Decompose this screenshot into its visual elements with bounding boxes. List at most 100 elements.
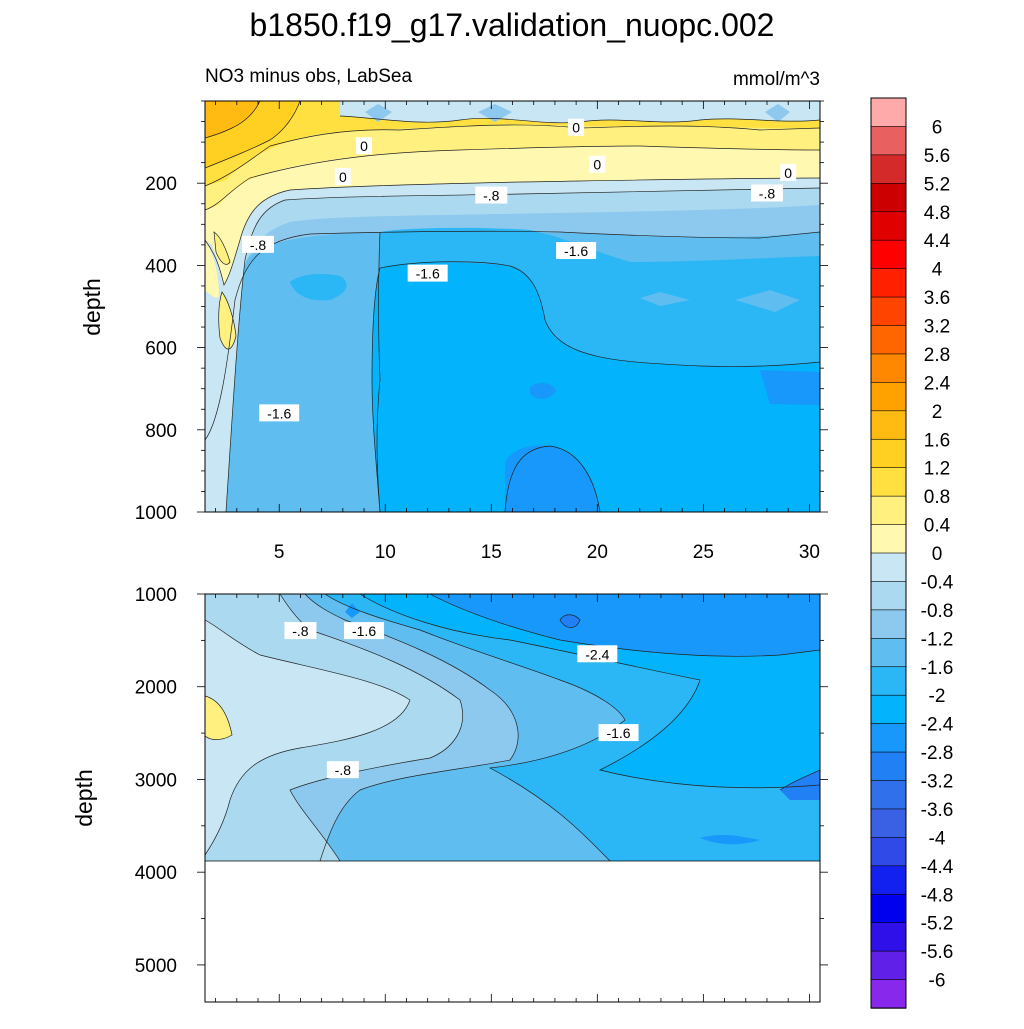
upper-contour-label-bg [242, 235, 275, 253]
colorbar-label: -4.4 [921, 857, 954, 878]
level-fill [478, 104, 512, 122]
lower-contour-labels: -.8 -1.6 -2.4 -1.6 -.8 [284, 622, 639, 779]
upper-x-tick-label: 30 [799, 542, 820, 563]
colorbar-label: 1.2 [924, 459, 950, 480]
lower-contour-label-bg [598, 724, 639, 742]
colorbar-swatch [870, 694, 907, 725]
level-fill [735, 290, 800, 312]
upper-x-tick-label: 20 [587, 542, 608, 563]
colorbar-swatch [870, 97, 907, 128]
colorbar-label: -2 [929, 686, 946, 707]
colorbar-label: 0.4 [924, 516, 951, 537]
level-fill [505, 445, 600, 512]
colorbar-swatch [870, 524, 907, 554]
colorbar-frame [870, 97, 907, 1009]
colorbar-label: 5.2 [924, 174, 950, 195]
colorbar-label: -2.4 [921, 715, 954, 736]
level-fill [340, 101, 820, 123]
colorbar-label: 1.6 [924, 430, 950, 451]
colorbar-label: -6 [929, 971, 946, 992]
colorbar-swatch [870, 581, 907, 611]
colorbar-swatch [870, 723, 907, 753]
level-fill [205, 101, 820, 186]
lower-contour-label-bg [577, 645, 618, 663]
lower-contour-label: -1.6 [606, 725, 630, 741]
upper-contour-label-bg [589, 155, 606, 173]
colorbar-swatch [870, 808, 907, 839]
colorbar-swatch [870, 154, 907, 185]
lower-y-tick-label: 2000 [135, 678, 177, 699]
lower-contour-label: -.8 [335, 762, 352, 778]
colorbar-swatch [870, 893, 907, 924]
upper-contour-label-bg [334, 168, 351, 186]
upper-contour-label-bg [780, 163, 797, 181]
upper-y-axis-title: depth [79, 278, 105, 336]
colorbar-label: -1.2 [921, 629, 954, 650]
figure-title: b1850.f19_g17.validation_nuopc.002 [250, 7, 775, 43]
upper-contour-label: 0 [339, 169, 347, 185]
colorbar-label: 3.2 [924, 317, 950, 338]
upper-y-tick-label: 400 [145, 256, 177, 277]
upper-axis-ticks: 5 10 15 20 25 30 200 400 600 800 1000 [135, 100, 828, 563]
colorbar-label: 2 [932, 402, 943, 423]
lower-contour-label-bg [326, 761, 359, 779]
upper-contour-label: -.8 [483, 188, 500, 204]
upper-contour-label-bg [407, 264, 448, 282]
upper-contour-label-bg [356, 137, 373, 155]
level-fill [205, 240, 219, 298]
colorbar-label: -3.2 [921, 772, 954, 793]
upper-contour-label-bg [556, 242, 597, 260]
colorbar-swatch [870, 865, 907, 895]
colorbar-label: -4.8 [921, 885, 954, 906]
lower-y-tick-label: 1000 [135, 585, 177, 606]
lower-y-tick-label: 3000 [135, 770, 177, 791]
colorbar-label: -2.8 [921, 743, 954, 764]
colorbar-swatch [870, 438, 907, 469]
level-fill [765, 104, 790, 122]
upper-contour-label: 0 [572, 120, 580, 136]
colorbar-swatch [870, 467, 907, 497]
upper-contour-label-bg [259, 404, 300, 422]
colorbar-swatch [870, 325, 907, 355]
colorbar-swatch [870, 239, 907, 270]
colorbar-label: -0.4 [921, 572, 954, 593]
colorbar-swatch [870, 183, 907, 213]
colorbar-label: -1.6 [921, 658, 954, 679]
level-fill [560, 614, 580, 628]
upper-contour-label: -1.6 [267, 405, 291, 421]
level-fill [372, 262, 820, 512]
level-fill [218, 292, 236, 350]
contour-lines [205, 101, 820, 512]
colorbar-label: -0.8 [921, 601, 954, 622]
level-fill [700, 834, 760, 845]
upper-contour-label-bg [568, 118, 585, 136]
upper-y-tick-label: 1000 [135, 503, 177, 524]
colorbar-label: -4 [929, 828, 946, 849]
upper-x-tick-label: 25 [693, 542, 714, 563]
colorbar-swatch [870, 950, 907, 981]
colorbar-label: 4.8 [924, 203, 950, 224]
lower-y-tick-label: 4000 [135, 863, 177, 884]
colorbar-swatch [870, 922, 907, 952]
upper-contour-label: 0 [784, 165, 792, 181]
lower-contour-label-bg [284, 622, 317, 640]
lower-y-tick-label: 5000 [135, 956, 177, 977]
level-fill [205, 696, 232, 740]
colorbar-swatch [870, 126, 907, 156]
colorbar: 6 5.6 5.2 4.8 4.4 4 3.6 3.2 2.8 2.4 2 1.6 1.2 0.8 0.4 0… [870, 97, 954, 1009]
level-fill [640, 292, 690, 306]
colorbar-swatch [870, 382, 907, 412]
upper-x-tick-label: 5 [274, 542, 285, 563]
level-fill [530, 382, 556, 399]
lower-contour-label: -1.6 [352, 623, 376, 639]
upper-contour-label: -.8 [759, 185, 776, 201]
lower-contour-label: -2.4 [585, 646, 609, 662]
colorbar-swatch [870, 638, 907, 668]
upper-contour-label: -.8 [250, 237, 267, 253]
level-fill [780, 770, 820, 800]
colorbar-swatch [870, 609, 907, 640]
upper-y-tick-label: 600 [145, 339, 177, 360]
